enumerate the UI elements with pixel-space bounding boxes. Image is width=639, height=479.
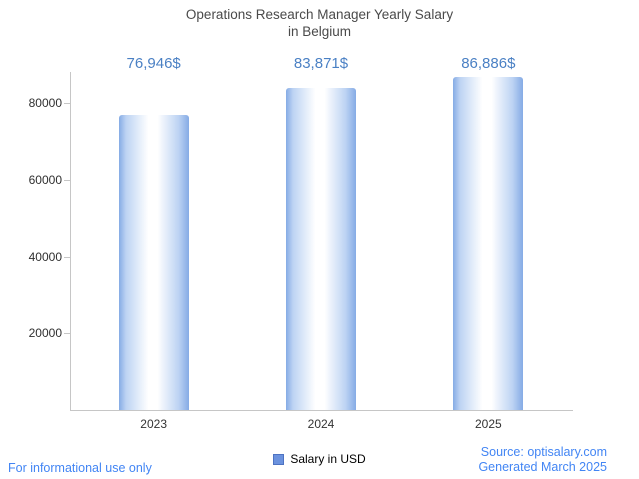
legend-label: Salary in USD: [290, 452, 366, 466]
y-tick-label-80000: 80000: [28, 96, 62, 110]
value-label-2023: 76,946$: [126, 55, 181, 72]
chart-title-line2: in Belgium: [287, 24, 352, 39]
value-label-2024: 83,871$: [293, 55, 349, 72]
y-tick-label-40000: 40000: [28, 250, 62, 264]
category-label-2024: 2024: [307, 417, 335, 431]
legend[interactable]: Salary in USD: [0, 452, 639, 466]
y-tick-mark: [64, 257, 70, 258]
footer-right: Source: optisalary.com Generated March 2…: [478, 445, 607, 475]
legend-swatch-icon: [273, 453, 285, 465]
y-tick-mark: [64, 180, 70, 181]
category-label-2025: 2025: [474, 417, 502, 431]
y-tick-label-60000: 60000: [28, 173, 62, 187]
category-label-2023: 2023: [140, 417, 167, 431]
disclaimer-text: For informational use only: [8, 461, 152, 475]
y-axis-line: [70, 72, 71, 411]
y-tick-label-20000: 20000: [28, 326, 62, 340]
x-axis-line: [70, 410, 573, 411]
generated-date: Generated March 2025: [478, 460, 607, 474]
bar-2024: [286, 88, 356, 410]
chart-title-line1: Operations Research Manager Yearly Salar…: [185, 7, 454, 22]
chart-title: Operations Research Manager Yearly Salar…: [0, 6, 639, 40]
value-label-2025: 86,886$: [461, 55, 516, 72]
bar-2025: [453, 77, 524, 410]
bar-2023: [118, 115, 189, 410]
y-tick-mark: [64, 333, 70, 334]
y-tick-mark: [64, 103, 70, 104]
source-link[interactable]: Source: optisalary.com: [480, 445, 607, 459]
